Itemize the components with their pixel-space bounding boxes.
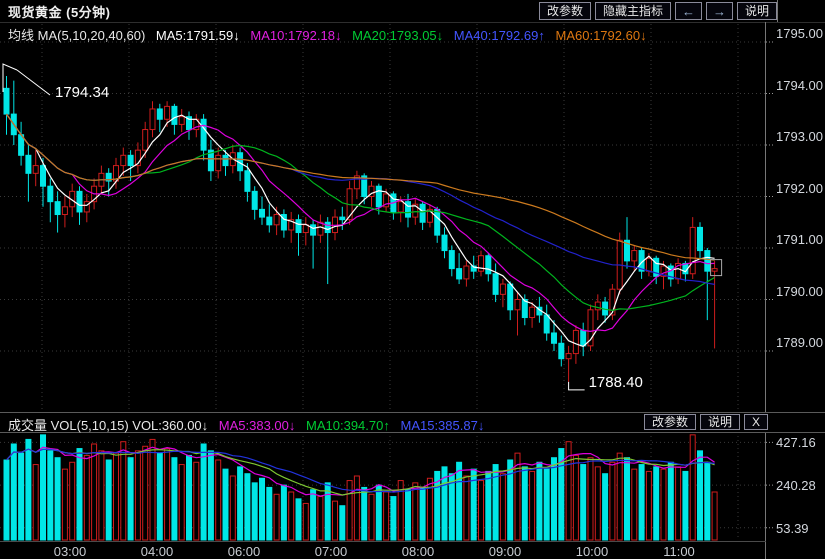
scroll-left-button[interactable]: ← <box>674 2 702 20</box>
chart-title: 现货黄金 (5分钟) <box>8 4 111 20</box>
price-axis-label: 1795.00 <box>776 26 823 41</box>
vol-ma5-value: MA5:383.00↓ <box>218 418 296 433</box>
help-button[interactable]: 说明 <box>736 2 777 20</box>
price-axis-label: 1790.00 <box>776 283 823 299</box>
svg-text:1794.34: 1794.34 <box>55 84 109 101</box>
price-axis-label: 1789.00 <box>776 335 823 350</box>
volume-axis-label: 240.28 <box>776 478 816 494</box>
time-axis-divider <box>0 541 766 542</box>
hide-main-indicator-button[interactable]: 隐藏主指标 <box>594 2 671 20</box>
time-axis-label: 09:00 <box>488 544 522 559</box>
change-params-button[interactable]: 改参数 <box>538 2 591 20</box>
title-bar: 现货黄金 (5分钟) 改参数 隐藏主指标 ← → 说明 <box>0 0 825 23</box>
svg-text:1788.40: 1788.40 <box>589 374 643 391</box>
ma-legend-title: 均线 MA(5,10,20,40,60) <box>8 28 146 43</box>
right-arrow-icon: → <box>712 3 726 19</box>
price-axis-divider <box>765 22 766 559</box>
time-axis-label: 06:00 <box>227 544 261 559</box>
ma60-value: MA60:1792.60↓ <box>555 28 647 43</box>
header-divider <box>777 0 778 22</box>
volume-close-button[interactable]: X <box>743 414 768 430</box>
volume-axis-label: 427.16 <box>776 435 816 451</box>
volume-axis-label: 53.39 <box>776 520 809 536</box>
price-axis-label: 1792.00 <box>776 180 823 196</box>
volume-header-buttons: 改参数 说明 X <box>643 414 768 430</box>
ma-legend: 均线 MA(5,10,20,40,60) MA5:1791.59↓ MA10:1… <box>8 25 654 44</box>
vol-ma10-value: MA10:394.70↑ <box>306 418 390 433</box>
topbar-buttons: 改参数 隐藏主指标 ← → 说明 <box>538 2 777 20</box>
volume-change-params-button[interactable]: 改参数 <box>643 414 696 430</box>
ma5-value: MA5:1791.59↓ <box>155 28 240 43</box>
time-axis-label: 03:00 <box>53 544 87 559</box>
close-icon: X <box>751 414 760 429</box>
volume-legend: 成交量 VOL(5,10,15) VOL:360.00↓ MA5:383.00↓… <box>8 415 491 434</box>
time-axis-label: 10:00 <box>575 544 609 559</box>
time-axis-label: 08:00 <box>401 544 435 559</box>
left-arrow-icon: ← <box>681 3 695 19</box>
price-axis-label: 1793.00 <box>776 129 823 144</box>
volume-header: 成交量 VOL(5,10,15) VOL:360.00↓ MA5:383.00↓… <box>0 412 825 433</box>
time-axis-label: 11:00 <box>663 544 695 559</box>
price-axis-label: 1794.00 <box>776 77 823 93</box>
time-axis-label: 07:00 <box>314 544 348 559</box>
time-axis-label: 04:00 <box>140 544 174 559</box>
ma40-value: MA40:1792.69↑ <box>453 28 545 43</box>
price-axis-label: 1791.00 <box>776 232 823 247</box>
ma20-value: MA20:1793.05↓ <box>352 28 444 43</box>
volume-help-button[interactable]: 说明 <box>699 414 740 430</box>
vol-value: 成交量 VOL(5,10,15) VOL:360.00↓ <box>8 418 209 433</box>
ma10-value: MA10:1792.18↓ <box>250 28 342 43</box>
scroll-right-button[interactable]: → <box>705 2 733 20</box>
vol-ma15-value: MA15:385.87↓ <box>400 418 485 433</box>
